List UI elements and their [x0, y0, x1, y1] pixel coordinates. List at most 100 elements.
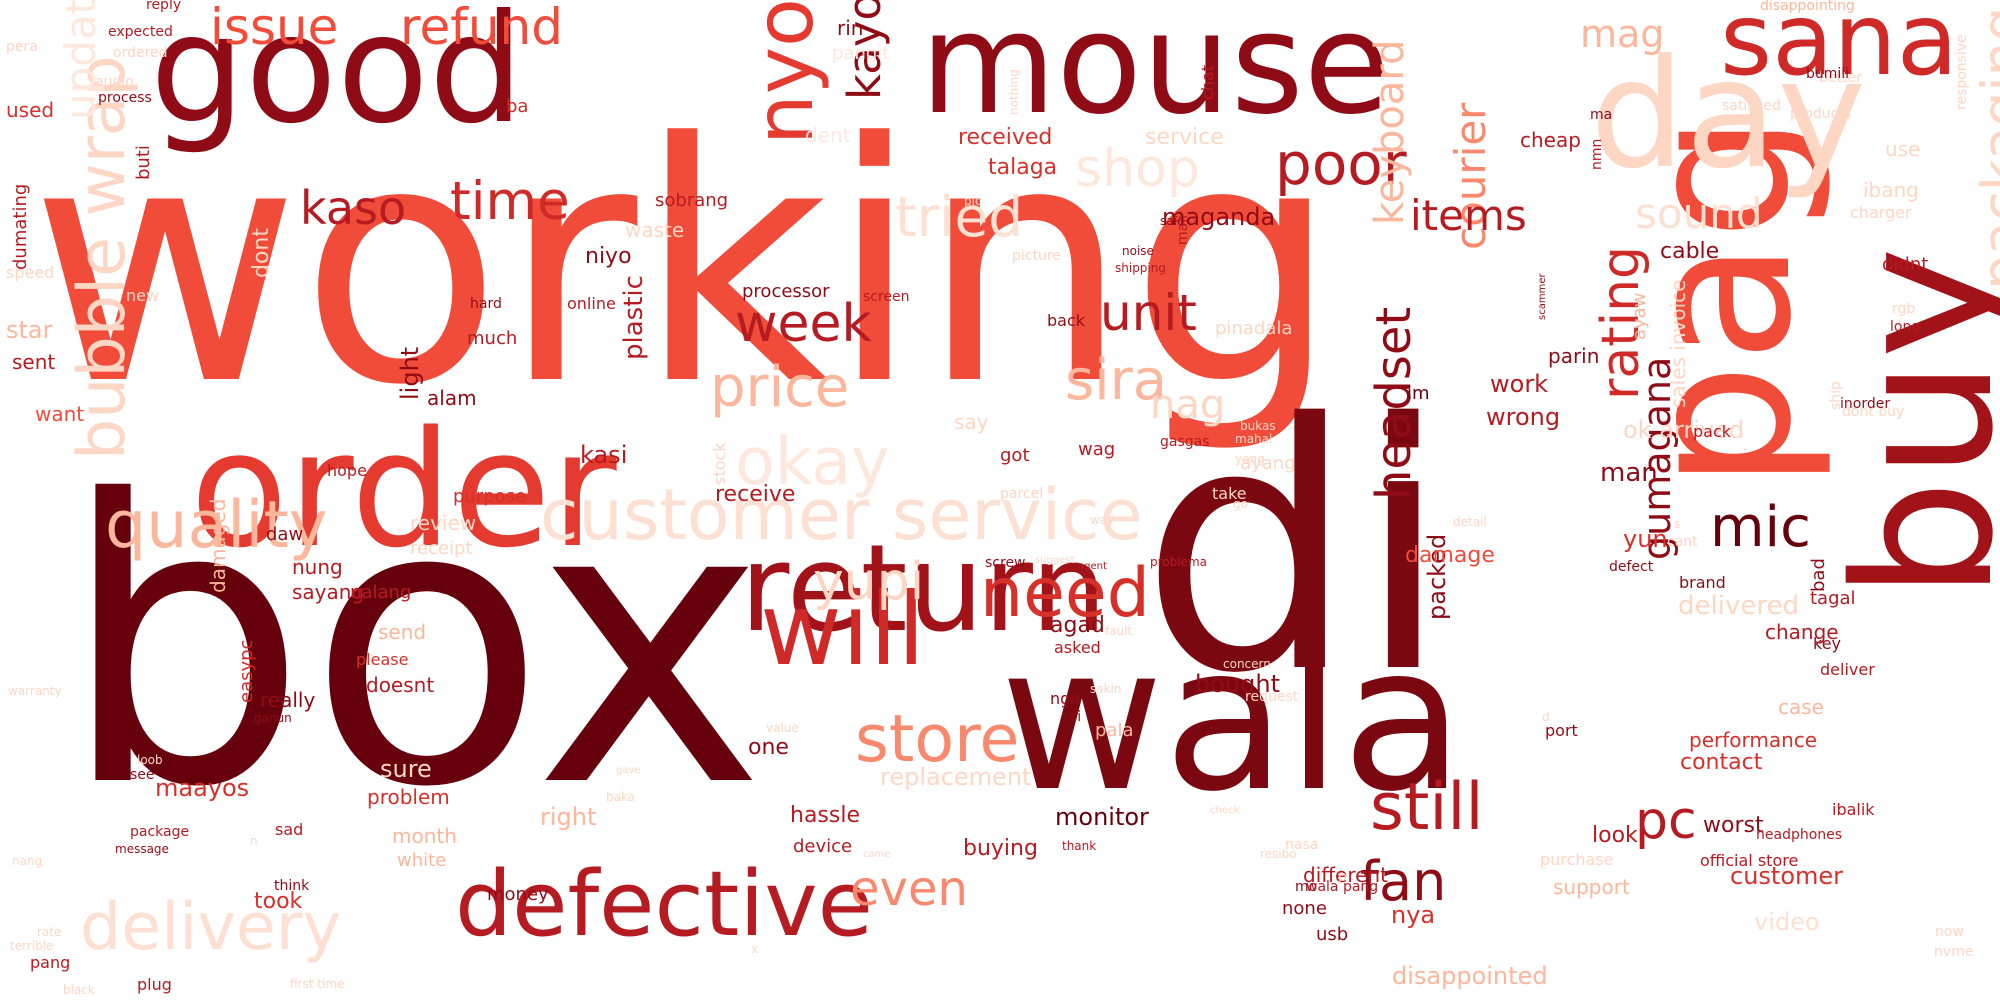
cloud-word-problema: problema [1150, 555, 1208, 569]
cloud-word-ibalik: ibalik [1832, 800, 1875, 819]
cloud-word-detail: detail [1453, 515, 1487, 529]
cloud-word-damaged: damaged [206, 498, 230, 593]
cloud-word-package: package [130, 824, 190, 840]
cloud-word-maganda: maganda [1162, 203, 1276, 231]
cloud-word-monitor: monitor [1055, 803, 1149, 831]
cloud-word-scammer: scammer [1537, 273, 1548, 320]
cloud-word-deliver: deliver [1820, 660, 1875, 679]
cloud-word-easypc: easypc [236, 639, 257, 703]
cloud-word-service: service [1145, 125, 1224, 150]
cloud-word-dont-buy: dont buy [1842, 404, 1905, 420]
cloud-word-update: update [56, 0, 105, 120]
cloud-word-daw: daw [266, 524, 304, 545]
cloud-word-bukas: bukas [1240, 419, 1276, 433]
cloud-word-niyo: niyo [585, 244, 632, 269]
cloud-word-packaging: packaging [1970, 6, 2000, 290]
cloud-word-value: value [766, 721, 799, 735]
cloud-word-wala: wala [1000, 603, 1465, 836]
cloud-word-agad: agad [1050, 613, 1105, 638]
cloud-word-speed: speed [6, 263, 55, 282]
cloud-word-processor: processor [742, 281, 830, 302]
cloud-word-rgb: rgb [1892, 301, 1916, 317]
cloud-word-fault: fault [1105, 624, 1133, 638]
cloud-word-go: go [1233, 497, 1248, 511]
cloud-word-warranty: warranty [8, 684, 62, 698]
cloud-word-pack: pack [1693, 422, 1732, 441]
cloud-word-stock: stock [710, 442, 729, 485]
cloud-word-unit: unit [1100, 284, 1197, 342]
cloud-word-look: look [1592, 823, 1638, 848]
cloud-word-send: send [378, 620, 427, 644]
cloud-word-disappointing: disappointing [1760, 0, 1855, 14]
cloud-word-still: still [1370, 770, 1484, 845]
cloud-word-doesnt: doesnt [366, 673, 435, 697]
cloud-word-okay: okay [735, 425, 890, 500]
cloud-word-ibang: ibang [1863, 178, 1919, 202]
cloud-word-none: none [1282, 898, 1327, 919]
cloud-word-usb: usb [1316, 924, 1349, 945]
cloud-word-tried: tried [895, 185, 1024, 249]
cloud-word-key: key [1813, 634, 1842, 653]
cloud-word-suggest: suggest [1035, 555, 1075, 566]
cloud-word-dumating: dumating [10, 183, 31, 270]
cloud-word-products: products [1790, 106, 1852, 122]
cloud-word-charger: charger [1850, 203, 1912, 222]
cloud-word-si: si [1070, 709, 1082, 725]
cloud-word-way: way [1090, 513, 1115, 527]
cloud-word-used: used [6, 98, 55, 122]
cloud-word-even: even [850, 861, 968, 917]
cloud-word-pera: pera [6, 39, 38, 55]
cloud-word-sakin: sakin [1090, 682, 1122, 696]
cloud-word-dont: dont [249, 228, 274, 278]
cloud-word-di: di [1140, 352, 1451, 748]
cloud-word-want: want [35, 402, 85, 426]
cloud-word-right: right [540, 803, 597, 831]
cloud-word-ma: ma [1590, 107, 1613, 123]
cloud-word-sent: sent [12, 350, 56, 374]
cloud-word-contact: contact [1680, 750, 1763, 775]
cloud-word-bought: bought [1195, 670, 1280, 698]
cloud-word-pic: pic [964, 194, 982, 208]
cloud-word-plug: plug [137, 975, 172, 994]
cloud-word-pala: pala [1095, 720, 1134, 741]
cloud-word-nga: nga [1050, 689, 1081, 708]
cloud-word-alam: alam [427, 386, 477, 410]
cloud-word-worst: worst [1703, 813, 1764, 838]
cloud-word-rin: rin [837, 16, 864, 40]
cloud-word-sana: sana [1720, 0, 1959, 98]
cloud-word-purpose: purpose [453, 486, 527, 507]
cloud-word-defect: defect [1609, 559, 1654, 575]
cloud-word-man: man [1600, 458, 1658, 488]
cloud-word-cant: cant [1667, 534, 1698, 550]
cloud-word-nothing: nothing [1007, 69, 1021, 115]
cloud-word-agent: agent [1078, 561, 1107, 572]
cloud-word-asked: asked [1054, 638, 1101, 657]
cloud-word-performance: performance [1689, 728, 1818, 752]
cloud-word-noise: noise [1122, 244, 1154, 258]
cloud-word-online: online [567, 294, 616, 313]
cloud-word-store: store [855, 702, 1020, 777]
cloud-word-review: review [410, 511, 477, 535]
cloud-word-order: order [190, 396, 617, 583]
cloud-word-sayang: sayang [292, 580, 365, 604]
cloud-word-box: box [60, 418, 765, 872]
cloud-word-video: video [1754, 908, 1820, 936]
cloud-word-nya: nya [1391, 901, 1436, 929]
cloud-word-maayos: maayos [155, 774, 250, 802]
cloud-word-ayang: ayang [1240, 453, 1296, 474]
cloud-word-hassle: hassle [790, 803, 860, 828]
cloud-word-day: day [1590, 28, 1866, 202]
cloud-word-price: price [710, 355, 850, 420]
cloud-word-sad: sad [275, 820, 304, 839]
cloud-word-defective: defective [455, 852, 873, 957]
cloud-word-ordered: ordered [113, 45, 168, 61]
cloud-word-mic: mic [1710, 495, 1811, 560]
cloud-word-wala-pang: wala pang [1306, 879, 1379, 895]
cloud-word-customer-service: customer service [540, 474, 1143, 556]
cloud-word-quality: quality [105, 488, 328, 563]
cloud-word-pangit: pangit [832, 43, 890, 64]
cloud-word-bad: bad [1808, 558, 1829, 592]
cloud-word-black: black [63, 983, 95, 997]
cloud-word-white: white [397, 850, 447, 871]
cloud-word-screen: screen [863, 289, 910, 305]
